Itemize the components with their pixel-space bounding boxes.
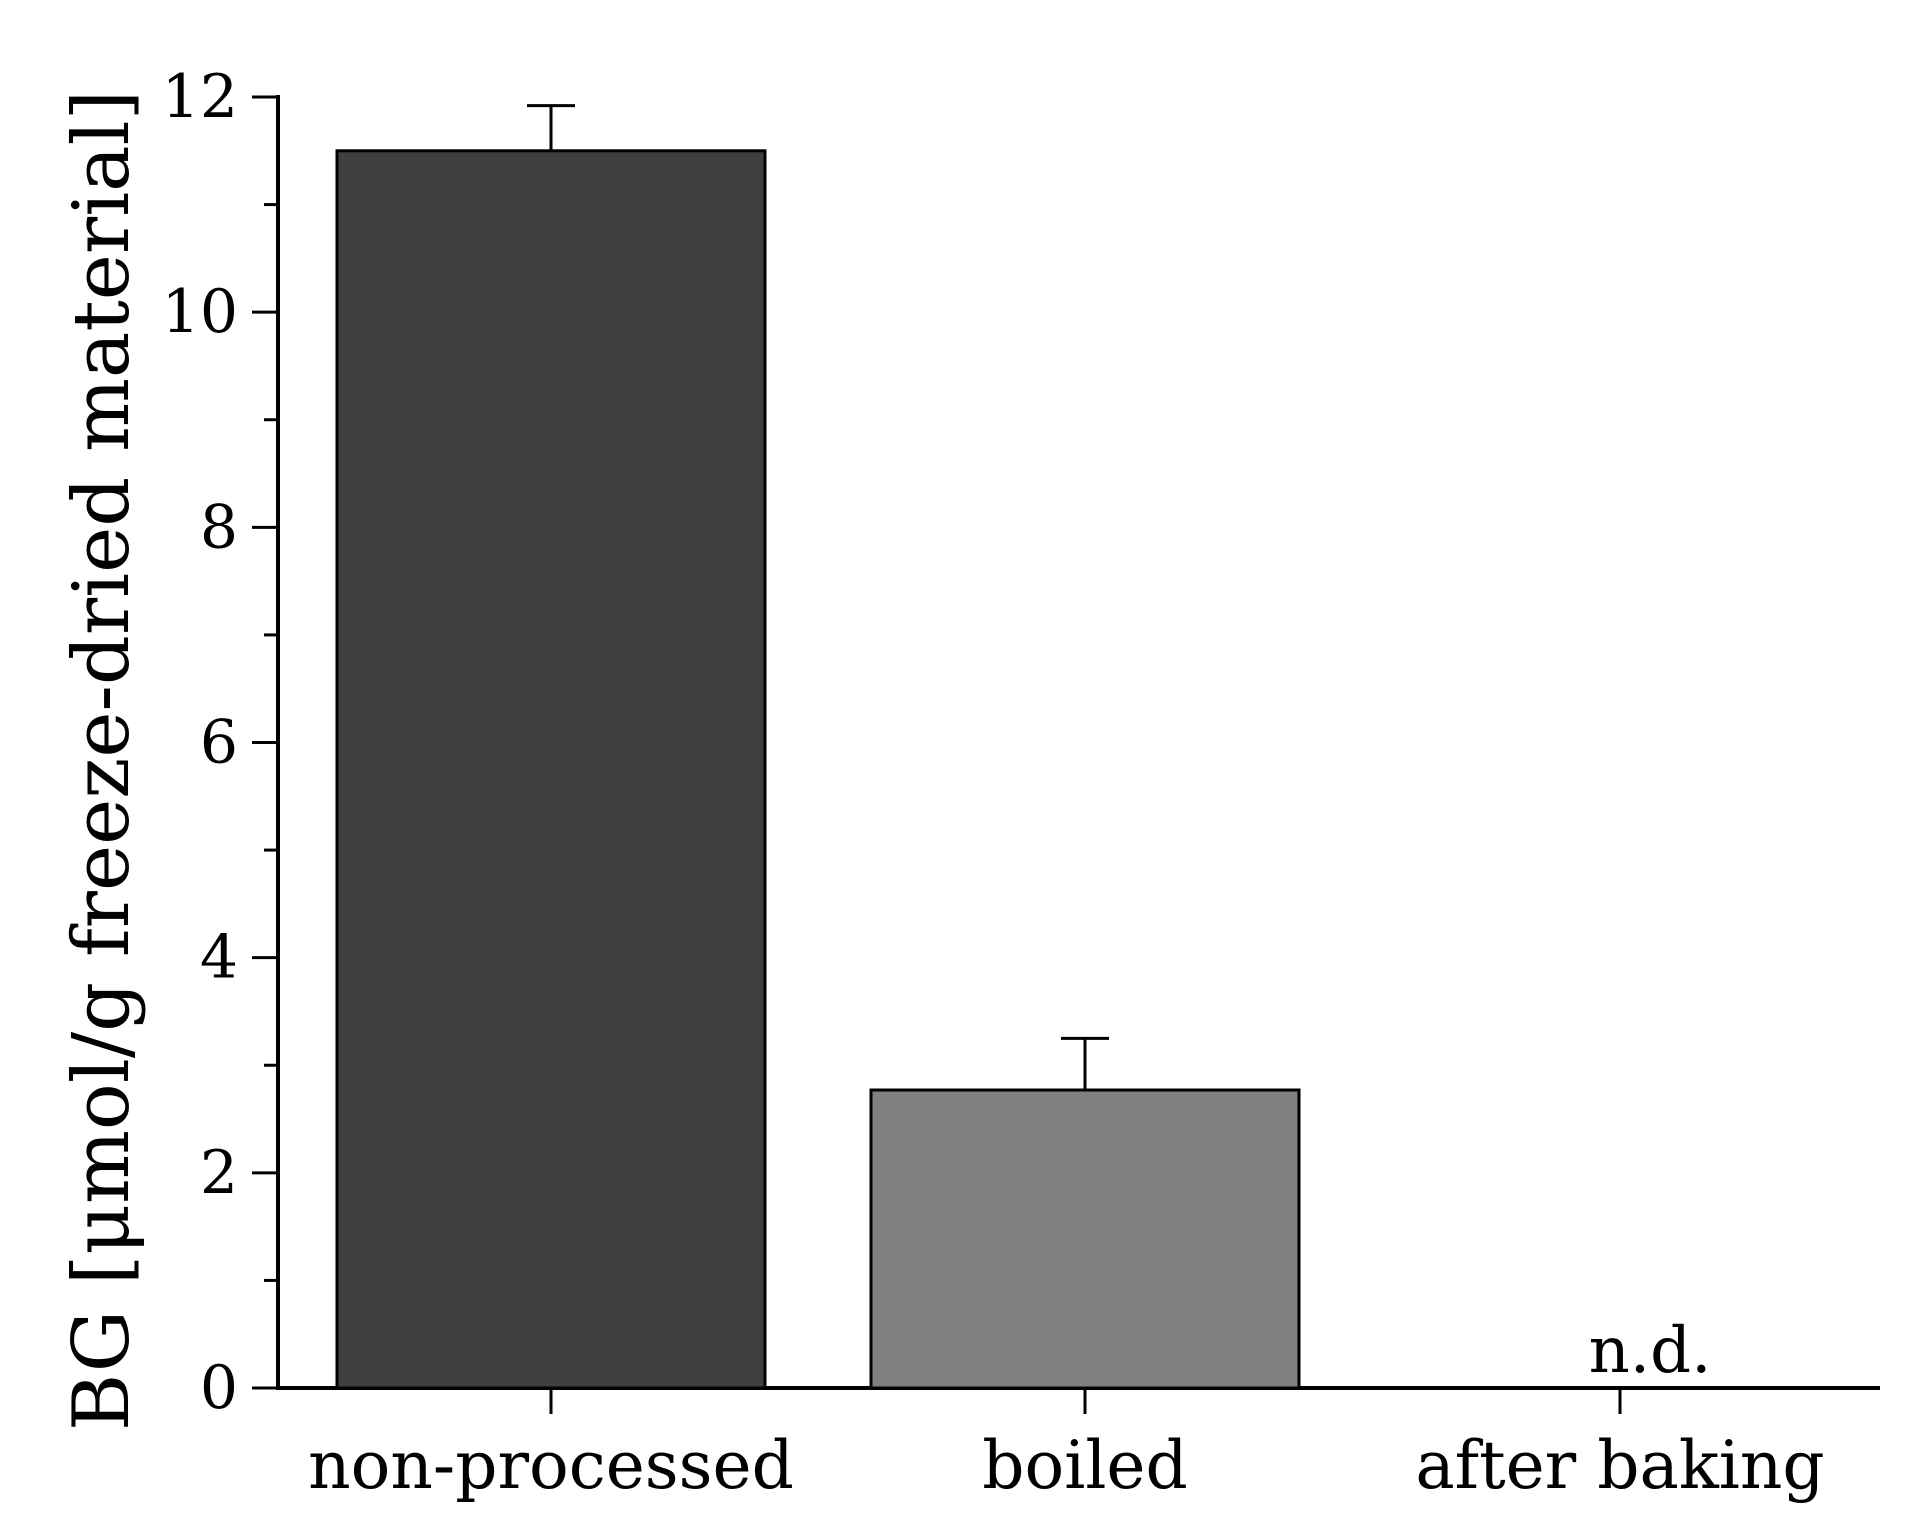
y-tick-label: 4 (200, 923, 238, 993)
y-tick-label: 6 (200, 708, 238, 778)
y-axis-title: BG [μmol/g freeze-dried material] (57, 90, 147, 1431)
bar-boiled (869, 1088, 1301, 1390)
y-tick-label: 8 (200, 492, 238, 562)
x-tick-label: boiled (982, 1427, 1188, 1504)
x-tick-label: after baking (1415, 1427, 1824, 1504)
y-tick-label: 10 (162, 277, 238, 347)
bars (335, 104, 1301, 1390)
y-tick-label: 0 (200, 1353, 238, 1423)
labels: 0 2 4 6 8 10 12 non-processed boiled after baking… (57, 62, 1825, 1504)
bar-annotation: n.d. (1589, 1314, 1712, 1388)
y-tick-label: 12 (162, 62, 238, 132)
x-tick-label: non-processed (308, 1427, 794, 1504)
bar-non-processed (335, 149, 767, 1390)
y-tick-label: 2 (200, 1138, 238, 1208)
